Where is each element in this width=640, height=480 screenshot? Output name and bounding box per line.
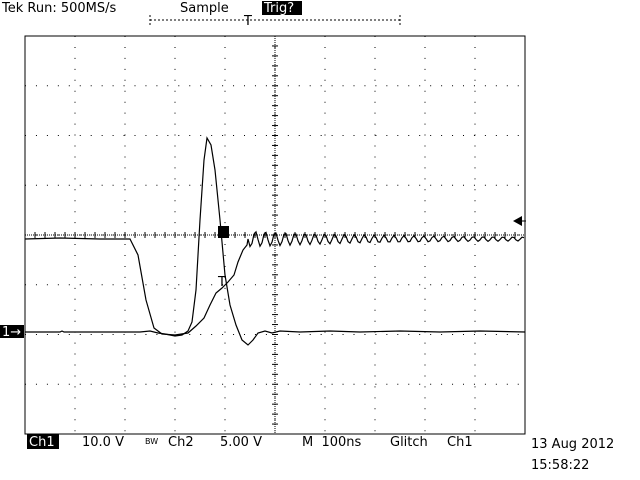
trigger-state-box — [262, 1, 302, 15]
trigger-level-marker: T — [217, 275, 226, 290]
status: Tek Run: 500MS/s — [1, 1, 116, 16]
ch2-trace — [24, 230, 525, 336]
trigger-state: Trig? — [263, 1, 294, 16]
graticule-border — [24, 35, 526, 435]
graticule — [24, 35, 526, 435]
bandwidth-limit: BW — [145, 437, 158, 446]
ch1-ground-box — [0, 325, 24, 338]
ch1-ground-marker: 1→ — [2, 325, 21, 340]
trigger-position-marker: T — [243, 14, 252, 29]
time: 15:58:22 — [531, 458, 589, 473]
ch2-label: Ch2 — [168, 435, 194, 450]
trigger-level-arrow — [513, 216, 522, 226]
acquisition-mode: Sample — [180, 1, 229, 16]
ch2-marker-box — [218, 226, 229, 238]
ch1-label: Ch1 — [29, 435, 55, 450]
ch2-scale: 5.00 V — [220, 435, 262, 450]
ch1-trace — [25, 136, 526, 346]
timebase: M 100ns — [302, 435, 362, 450]
trigger-source: Ch1 — [447, 435, 473, 450]
record-bracket — [149, 15, 401, 25]
date: 13 Aug 2012 — [531, 437, 614, 452]
ch1-label-box — [27, 434, 59, 449]
ch1-scale: 10.0 V — [82, 435, 124, 450]
trigger-type: Glitch — [390, 435, 428, 450]
